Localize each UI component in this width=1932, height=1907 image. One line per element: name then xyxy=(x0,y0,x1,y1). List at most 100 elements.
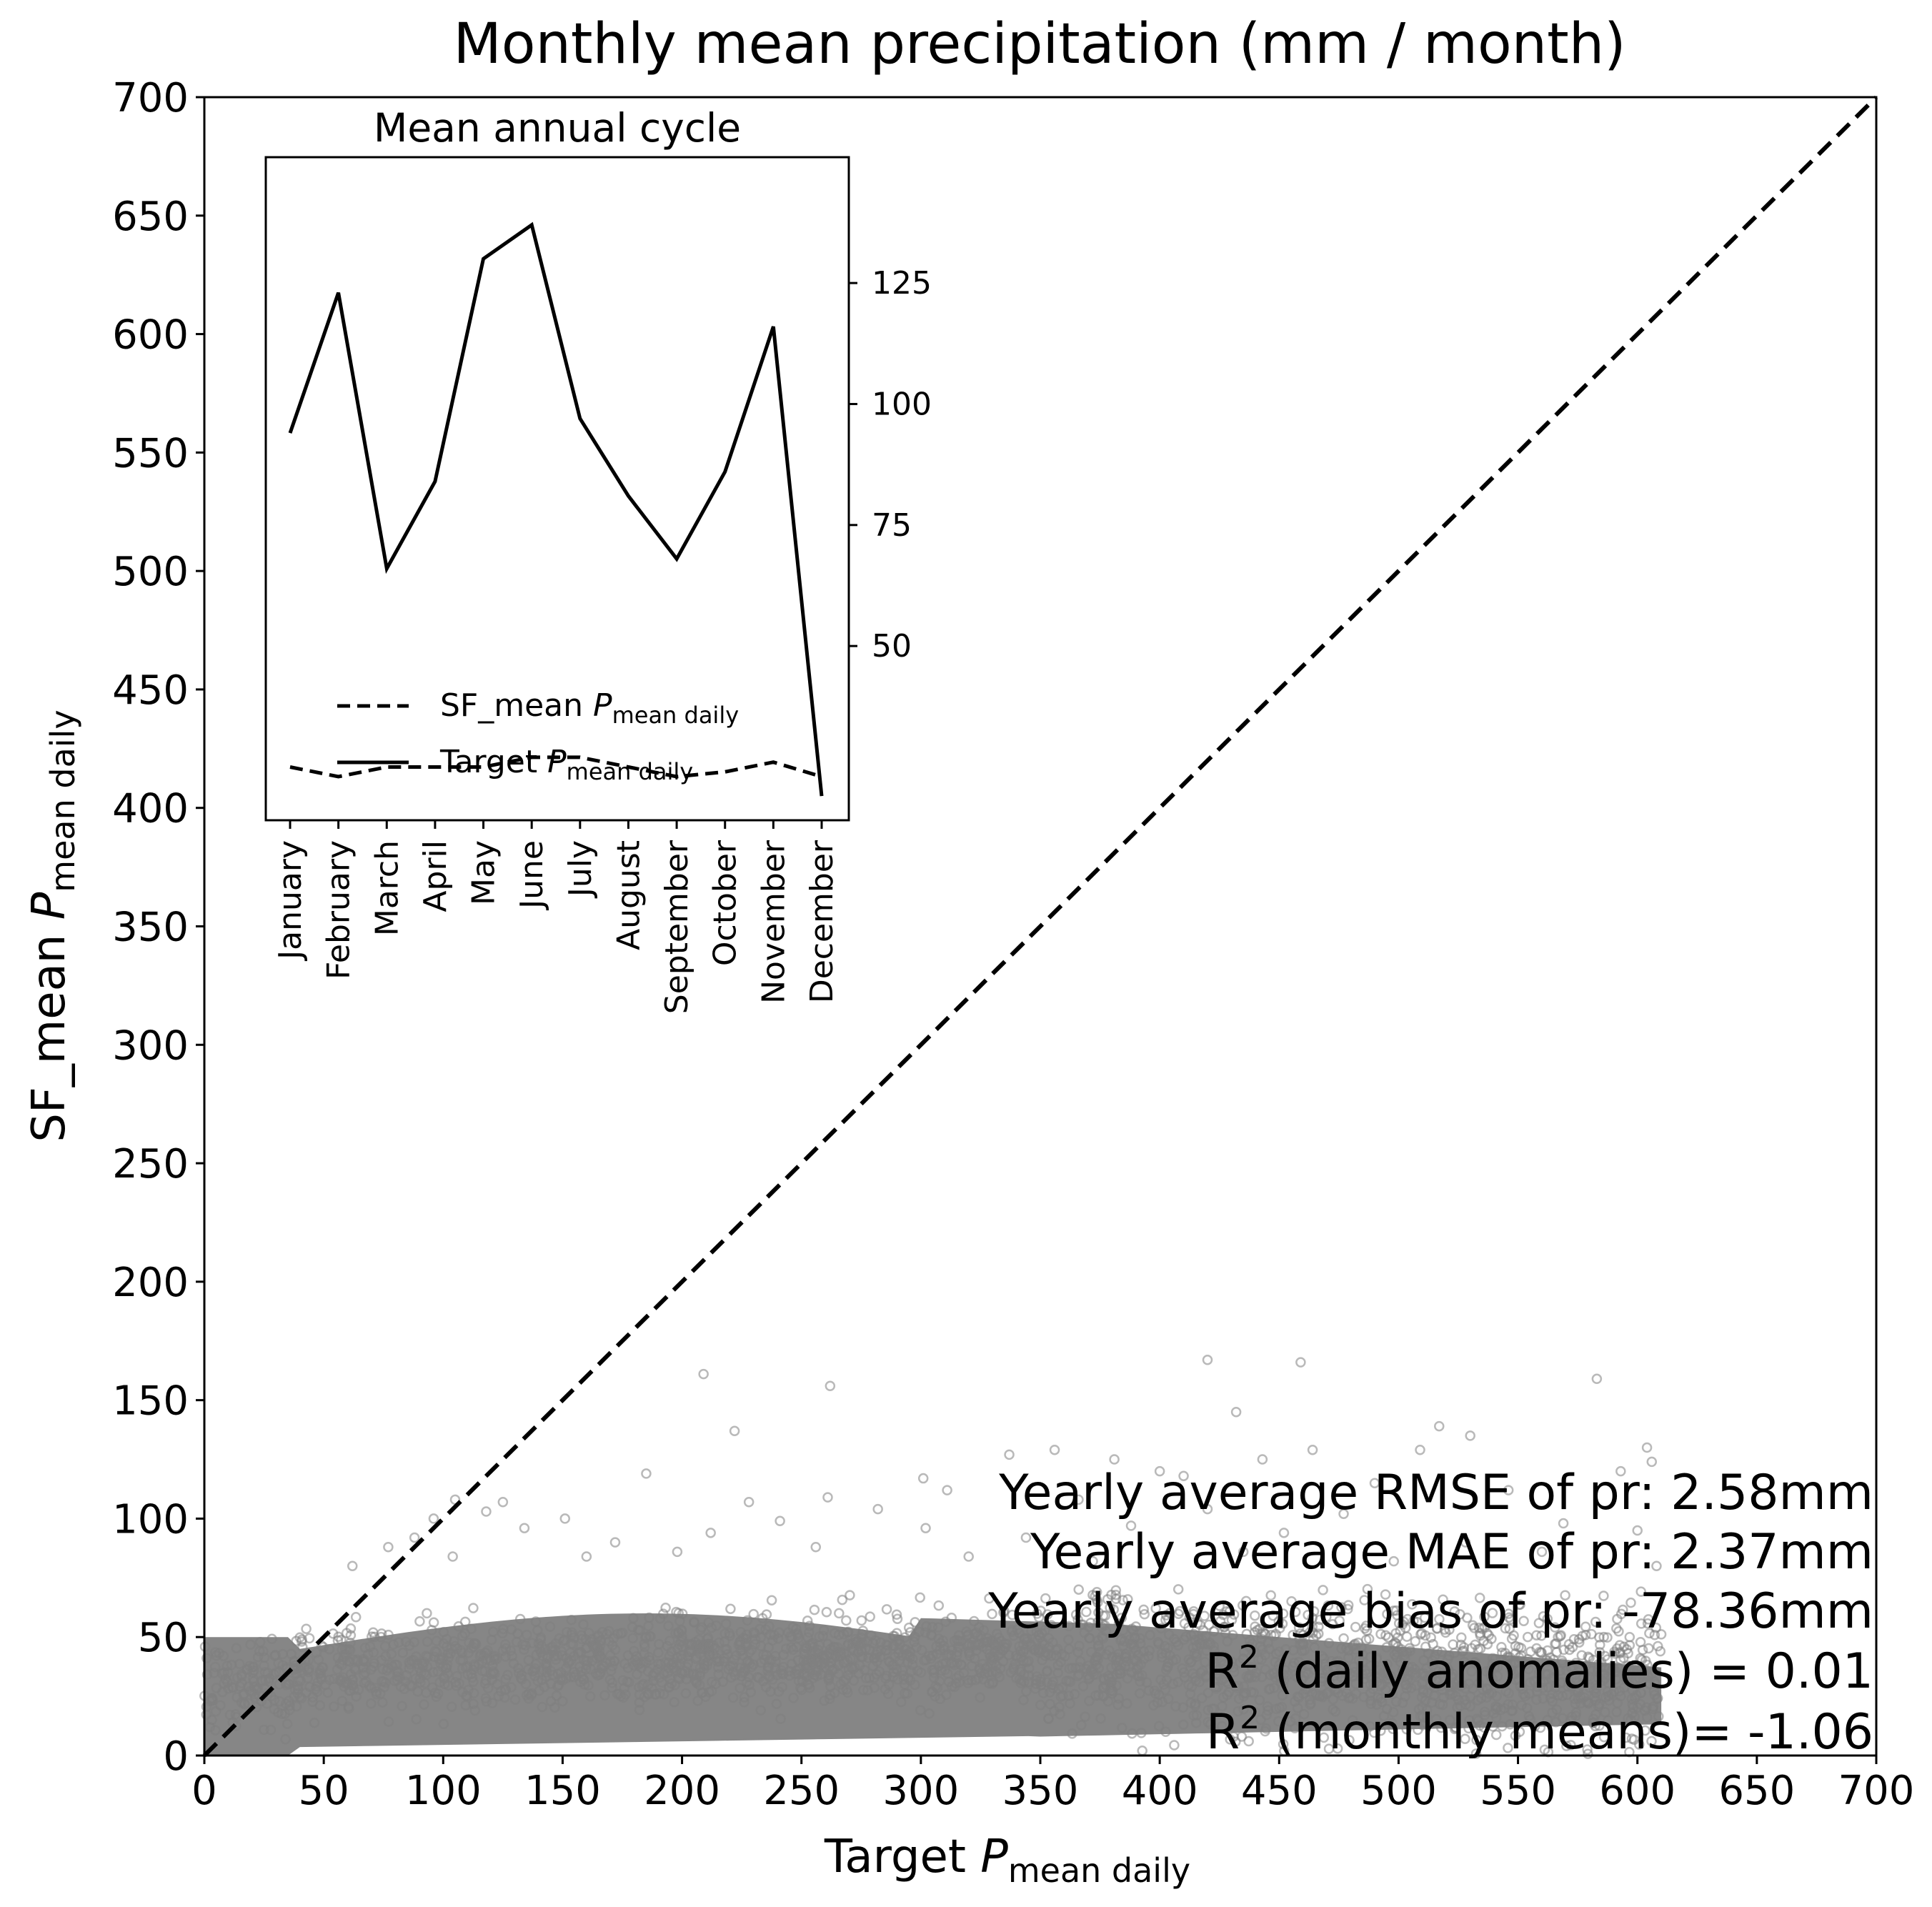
scatter-point xyxy=(1063,1643,1075,1655)
scatter-point xyxy=(924,1708,935,1719)
scatter-point xyxy=(1216,1721,1228,1732)
scatter-point xyxy=(1317,1650,1328,1661)
scatter-point xyxy=(210,1725,221,1736)
scatter-point xyxy=(438,1627,449,1638)
scatter-point xyxy=(1529,1721,1540,1732)
scatter-point xyxy=(615,1691,627,1702)
scatter-point xyxy=(1650,1622,1662,1633)
scatter-point xyxy=(1408,1615,1419,1626)
scatter-point xyxy=(1432,1623,1443,1634)
scatter-point xyxy=(1023,1670,1034,1681)
scatter-point xyxy=(1116,1613,1127,1623)
scatter-point xyxy=(1390,1638,1400,1648)
scatter-point xyxy=(1190,1676,1201,1686)
scatter-point xyxy=(1399,1653,1410,1664)
scatter-point xyxy=(1388,1723,1398,1735)
scatter-point xyxy=(247,1686,257,1698)
scatter-point xyxy=(638,1656,649,1668)
scatter-point xyxy=(1138,1645,1150,1657)
scatter-point xyxy=(1578,1672,1590,1683)
scatter-point xyxy=(1388,1707,1399,1718)
scatter-point xyxy=(1328,1694,1338,1705)
scatter-point xyxy=(1203,1619,1215,1630)
scatter-point xyxy=(1573,1667,1583,1678)
scatter-point xyxy=(823,1648,834,1658)
x-tick-label: 250 xyxy=(763,1768,840,1814)
scatter-point xyxy=(590,1668,602,1679)
scatter-point xyxy=(404,1640,415,1651)
scatter-point xyxy=(1421,1711,1433,1722)
scatter-point xyxy=(1445,1686,1456,1696)
scatter-outlier-point xyxy=(1230,1406,1242,1418)
scatter-point xyxy=(1583,1651,1593,1662)
scatter-point xyxy=(1362,1583,1373,1595)
scatter-point xyxy=(1533,1618,1545,1628)
scatter-point xyxy=(975,1692,985,1703)
scatter-point xyxy=(314,1665,326,1676)
scatter-point xyxy=(689,1616,699,1628)
scatter-point xyxy=(713,1669,724,1680)
scatter-outlier-point xyxy=(872,1503,883,1515)
scatter-point xyxy=(1643,1643,1654,1654)
scatter-point xyxy=(1228,1609,1240,1620)
scatter-point xyxy=(1513,1599,1525,1610)
scatter-point xyxy=(209,1661,221,1673)
scatter-point xyxy=(1628,1702,1638,1713)
scatter-point xyxy=(874,1665,885,1677)
scatter-point xyxy=(1357,1649,1368,1660)
scatter-point xyxy=(1640,1725,1650,1736)
scatter-point xyxy=(1635,1618,1647,1629)
scatter-point xyxy=(1338,1633,1349,1644)
scatter-point xyxy=(891,1609,902,1620)
scatter-point xyxy=(1463,1723,1474,1734)
scatter-point xyxy=(1116,1633,1127,1645)
scatter-point xyxy=(855,1638,867,1649)
scatter-point xyxy=(707,1676,717,1688)
scatter-point xyxy=(1190,1717,1202,1728)
scatter-point xyxy=(689,1675,701,1686)
scatter-point xyxy=(1190,1635,1200,1645)
scatter-point xyxy=(977,1674,989,1685)
x-tick-label: 150 xyxy=(524,1768,601,1814)
scatter-point xyxy=(1429,1682,1440,1693)
scatter-point xyxy=(724,1628,735,1639)
scatter-point xyxy=(1139,1653,1150,1664)
scatter-point xyxy=(761,1609,772,1620)
inset-x-tick-label: January xyxy=(272,840,309,962)
scatter-point xyxy=(900,1632,910,1643)
inset-y-tick-label: 125 xyxy=(872,265,932,302)
scatter-point xyxy=(1598,1731,1610,1743)
scatter-point xyxy=(1280,1644,1291,1655)
x-tick-label: 500 xyxy=(1360,1768,1437,1814)
scatter-point xyxy=(453,1621,464,1632)
scatter-point xyxy=(404,1663,414,1674)
scatter-point xyxy=(1070,1609,1082,1620)
scatter-point xyxy=(1584,1682,1595,1693)
scatter-point xyxy=(542,1650,553,1661)
scatter-point xyxy=(544,1621,556,1632)
scatter-point xyxy=(1344,1735,1355,1746)
scatter-point xyxy=(1330,1706,1341,1717)
scatter-point xyxy=(1357,1656,1368,1668)
scatter-point xyxy=(722,1648,733,1660)
scatter-point xyxy=(397,1701,407,1712)
scatter-point xyxy=(654,1672,665,1683)
scatter-point xyxy=(763,1661,775,1672)
scatter-point xyxy=(1475,1630,1486,1641)
scatter-point xyxy=(537,1650,548,1661)
scatter-point xyxy=(380,1650,391,1662)
scatter-point xyxy=(819,1695,830,1706)
scatter-point xyxy=(755,1705,766,1716)
scatter-point xyxy=(392,1659,402,1671)
scatter-outlier-point xyxy=(409,1532,420,1543)
scatter-point xyxy=(778,1668,789,1680)
scatter-point xyxy=(952,1641,964,1652)
scatter-point xyxy=(617,1675,629,1686)
scatter-point xyxy=(964,1646,975,1657)
scatter-point xyxy=(833,1668,844,1679)
scatter-outlier-point xyxy=(743,1496,755,1508)
scatter-point xyxy=(1095,1713,1106,1724)
scatter-point xyxy=(1378,1672,1388,1683)
scatter-point xyxy=(1093,1690,1104,1701)
